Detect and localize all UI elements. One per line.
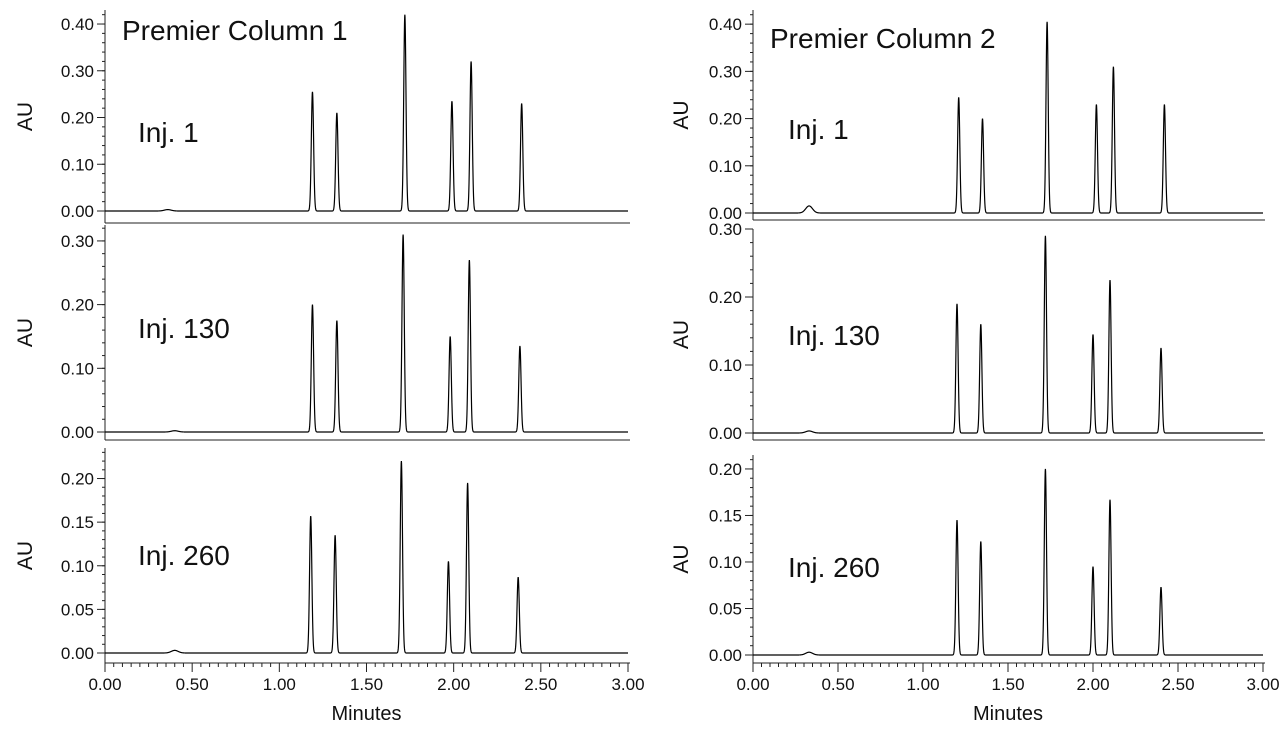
y-tick-label: 0.30 bbox=[61, 62, 94, 81]
y-tick-label: 0.00 bbox=[61, 202, 94, 221]
x-tick-label: 2.00 bbox=[437, 675, 470, 694]
x-tick-label: 0.50 bbox=[821, 675, 854, 694]
y-axis-label: AU bbox=[670, 100, 693, 129]
x-axis-label: Minutes bbox=[331, 703, 401, 725]
y-tick-label: 0.10 bbox=[709, 157, 742, 176]
y-tick-label: 0.10 bbox=[61, 359, 94, 378]
y-tick-label: 0.00 bbox=[61, 644, 94, 663]
y-tick-label: 0.40 bbox=[709, 15, 742, 34]
y-axis-label: AU bbox=[670, 320, 693, 349]
x-tick-label: 1.00 bbox=[263, 675, 296, 694]
x-tick-label: 1.50 bbox=[991, 675, 1024, 694]
injection-label: Inj. 1 bbox=[788, 114, 849, 145]
x-tick-label: 1.50 bbox=[350, 675, 383, 694]
y-tick-label: 0.30 bbox=[709, 220, 742, 239]
y-tick-label: 0.10 bbox=[709, 553, 742, 572]
y-tick-label: 0.20 bbox=[709, 460, 742, 479]
y-tick-label: 0.20 bbox=[709, 110, 742, 129]
y-tick-label: 0.15 bbox=[709, 506, 742, 525]
x-axis-label: Minutes bbox=[973, 703, 1043, 725]
x-tick-label: 3.00 bbox=[611, 675, 644, 694]
x-tick-label: 2.50 bbox=[1161, 675, 1194, 694]
y-tick-label: 0.00 bbox=[709, 424, 742, 443]
y-tick-label: 0.20 bbox=[61, 296, 94, 315]
injection-label: Inj. 260 bbox=[788, 552, 880, 583]
x-tick-label: 0.00 bbox=[736, 675, 769, 694]
column-title: Premier Column 2 bbox=[770, 23, 996, 54]
y-tick-label: 0.00 bbox=[61, 423, 94, 442]
x-tick-label: 0.00 bbox=[88, 675, 121, 694]
y-tick-label: 0.05 bbox=[61, 600, 94, 619]
y-tick-label: 0.10 bbox=[61, 557, 94, 576]
injection-label: Inj. 1 bbox=[138, 117, 199, 148]
y-tick-label: 0.40 bbox=[61, 15, 94, 34]
x-tick-label: 0.50 bbox=[176, 675, 209, 694]
y-tick-label: 0.05 bbox=[709, 599, 742, 618]
x-tick-label: 2.50 bbox=[524, 675, 557, 694]
y-axis-label: AU bbox=[14, 102, 37, 131]
y-tick-label: 0.30 bbox=[61, 232, 94, 251]
y-tick-label: 0.10 bbox=[709, 356, 742, 375]
x-tick-label: 2.00 bbox=[1076, 675, 1109, 694]
y-tick-label: 0.10 bbox=[61, 155, 94, 174]
y-tick-label: 0.00 bbox=[709, 646, 742, 665]
y-tick-label: 0.20 bbox=[709, 288, 742, 307]
y-tick-label: 0.20 bbox=[61, 109, 94, 128]
y-axis-label: AU bbox=[670, 544, 693, 573]
x-tick-label: 3.00 bbox=[1246, 675, 1279, 694]
column-title: Premier Column 1 bbox=[122, 15, 348, 46]
injection-label: Inj. 130 bbox=[788, 320, 880, 351]
y-tick-label: 0.15 bbox=[61, 513, 94, 532]
y-tick-label: 0.20 bbox=[61, 470, 94, 489]
y-axis-label: AU bbox=[14, 541, 37, 570]
injection-label: Inj. 130 bbox=[138, 313, 230, 344]
x-tick-label: 1.00 bbox=[906, 675, 939, 694]
y-axis-label: AU bbox=[14, 318, 37, 347]
y-tick-label: 0.30 bbox=[709, 62, 742, 81]
injection-label: Inj. 260 bbox=[138, 540, 230, 571]
